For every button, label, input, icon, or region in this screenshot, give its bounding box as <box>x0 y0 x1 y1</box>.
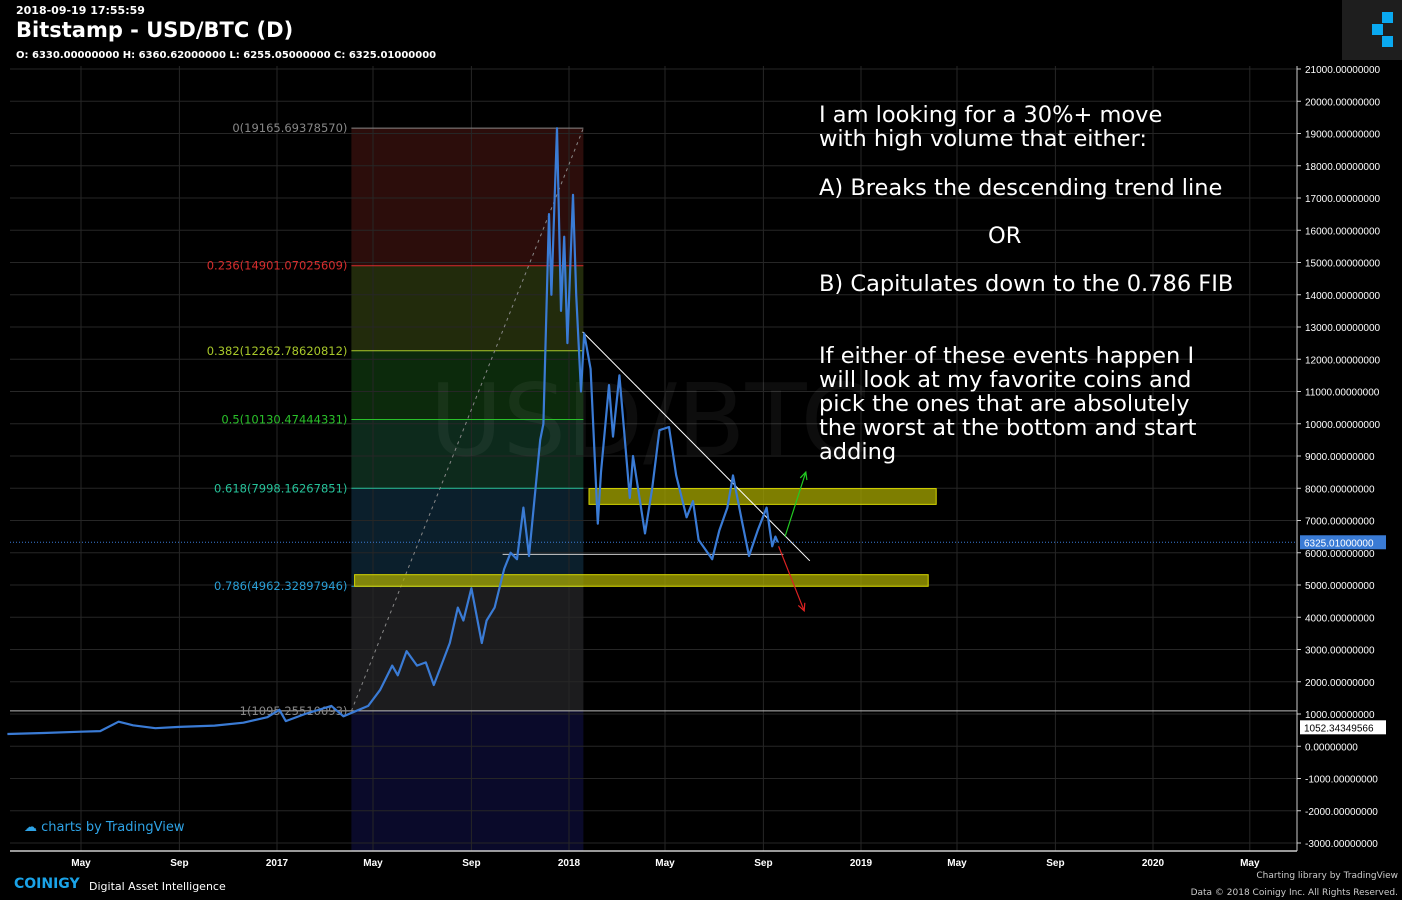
price-line <box>7 127 779 736</box>
coinigy-tagline: Digital Asset Intelligence <box>89 880 226 893</box>
x-tick-label: Sep <box>170 858 188 869</box>
x-tick-label: May <box>71 858 91 869</box>
last-price-tag <box>1300 535 1386 550</box>
x-tick-label: Sep <box>1046 858 1064 869</box>
fib-label: 0.5(10130.47444331) <box>221 413 347 427</box>
y-tick-label: 5000.00000000 <box>1305 581 1375 592</box>
watermark: USD/BTC <box>429 362 870 479</box>
fib-label: 0.618(7998.16267851) <box>214 481 347 495</box>
annotation-plan: If either of these events happen I will … <box>819 343 1197 465</box>
fib-band <box>351 128 584 266</box>
y-tick-label: 18000.00000000 <box>1305 162 1381 173</box>
y-tick-label: 13000.00000000 <box>1305 323 1381 334</box>
coinigy-logo-icon <box>1372 12 1393 47</box>
y-tick-label: 15000.00000000 <box>1305 259 1381 270</box>
fib-label: 0.236(14901.07025609) <box>207 259 348 273</box>
fib-label: 0.786(4962.32897946) <box>214 579 347 593</box>
down-arrow-icon <box>778 546 805 612</box>
last-price-label: 6325.01000000 <box>1304 538 1374 549</box>
chart-title: Bitstamp - USD/BTC (D) <box>16 18 294 42</box>
x-tick-label: Sep <box>462 858 480 869</box>
y-tick-label: 8000.00000000 <box>1305 484 1375 495</box>
y-tick-label: 16000.00000000 <box>1305 226 1381 237</box>
x-tick-label: May <box>1240 858 1260 869</box>
y-tick-label: 0.00000000 <box>1305 742 1358 753</box>
fib-band <box>351 488 584 587</box>
fib-label: 0.382(12262.78620812) <box>207 344 348 358</box>
ohlc-readout: O: 6330.00000000 H: 6360.62000000 L: 625… <box>16 50 437 61</box>
y-tick-label: 19000.00000000 <box>1305 130 1381 141</box>
up-arrow-head-icon <box>799 470 808 481</box>
y-tick-label: 14000.00000000 <box>1305 291 1381 302</box>
y-tick-label: -3000.00000000 <box>1305 839 1378 850</box>
y-tick-label: 6000.00000000 <box>1305 549 1375 560</box>
copyright: Data © 2018 Coinigy Inc. All Rights Rese… <box>1190 888 1398 898</box>
fib-band <box>351 419 584 489</box>
annotation-option-a: A) Breaks the descending trend line <box>819 175 1223 201</box>
annotation-option-b: B) Capitulates down to the 0.786 FIB <box>819 271 1234 297</box>
y-tick-label: 12000.00000000 <box>1305 355 1381 366</box>
fib-band <box>351 265 584 351</box>
y-tick-label: 3000.00000000 <box>1305 646 1375 657</box>
y-tick-label: 10000.00000000 <box>1305 420 1381 431</box>
x-tick-label: 2018 <box>558 858 581 869</box>
marker-price-tag <box>1300 720 1386 735</box>
marker-price-label: 1052.34349566 <box>1304 723 1374 734</box>
y-tick-label: -1000.00000000 <box>1305 775 1378 786</box>
y-tick-label: 9000.00000000 <box>1305 452 1375 463</box>
target-zone <box>354 574 929 587</box>
descending-trend-line <box>582 331 811 562</box>
timestamp: 2018-09-19 17:55:59 <box>16 4 145 17</box>
x-tick-label: May <box>947 858 967 869</box>
fib-label: 0(19165.69378570) <box>232 121 347 135</box>
y-tick-label: -2000.00000000 <box>1305 807 1378 818</box>
down-arrow-head-icon <box>797 602 806 613</box>
x-tick-label: 2017 <box>266 858 289 869</box>
fib-label: 1(1095.25510093) <box>240 704 348 718</box>
charting-library-credit: Charting library by TradingView <box>1256 871 1398 881</box>
fib-band <box>351 710 584 851</box>
y-tick-label: 17000.00000000 <box>1305 194 1381 205</box>
tradingview-credit-text: charts by TradingView <box>41 820 185 835</box>
coinigy-logo-button[interactable] <box>1342 0 1402 60</box>
tradingview-credit-link[interactable]: ☁ charts by TradingView <box>24 820 184 835</box>
up-arrow-icon <box>784 471 807 537</box>
coinigy-brand: COINIGY <box>14 876 80 892</box>
x-tick-label: 2019 <box>850 858 873 869</box>
tradingview-icon: ☁ <box>24 820 37 835</box>
x-tick-label: Sep <box>754 858 772 869</box>
y-tick-label: 2000.00000000 <box>1305 678 1375 689</box>
annotation-or: OR <box>988 223 1022 249</box>
x-tick-label: May <box>655 858 675 869</box>
y-tick-label: 4000.00000000 <box>1305 613 1375 624</box>
y-tick-label: 1000.00000000 <box>1305 710 1375 721</box>
y-tick-label: 11000.00000000 <box>1305 388 1380 399</box>
x-tick-label: May <box>363 858 383 869</box>
annotation-intro: I am looking for a 30%+ move with high v… <box>819 102 1163 152</box>
target-zone <box>588 488 937 505</box>
y-tick-label: 21000.00000000 <box>1305 65 1381 76</box>
y-tick-label: 7000.00000000 <box>1305 517 1375 528</box>
x-tick-label: 2020 <box>1142 858 1165 869</box>
y-tick-label: 20000.00000000 <box>1305 97 1381 108</box>
